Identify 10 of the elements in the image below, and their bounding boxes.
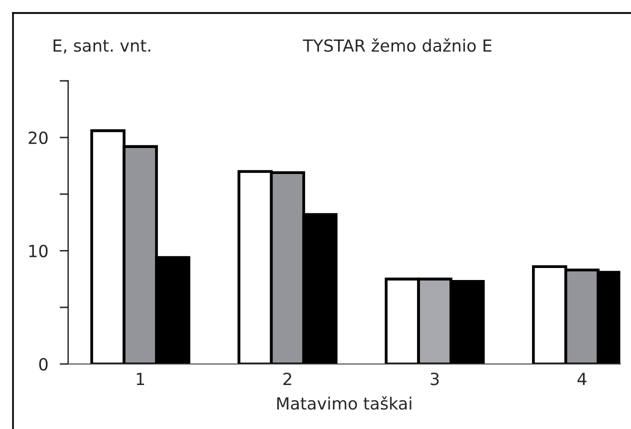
x-axis-title: Matavimo taškai [277, 396, 412, 410]
x-tick-label: 2 [283, 372, 292, 386]
y-tick-label: 0 [39, 358, 48, 371]
x-tick-label: 1 [136, 372, 144, 386]
x-tick-label: 4 [578, 372, 586, 386]
y-tick-label: 10 [29, 244, 48, 258]
x-tick-label: 3 [430, 372, 439, 386]
y-tick-label: 20 [28, 131, 48, 144]
chart-title: TYSTAR žemo dažnio E [302, 38, 492, 52]
y-axis-title: E, sant. vnt. [54, 39, 150, 54]
